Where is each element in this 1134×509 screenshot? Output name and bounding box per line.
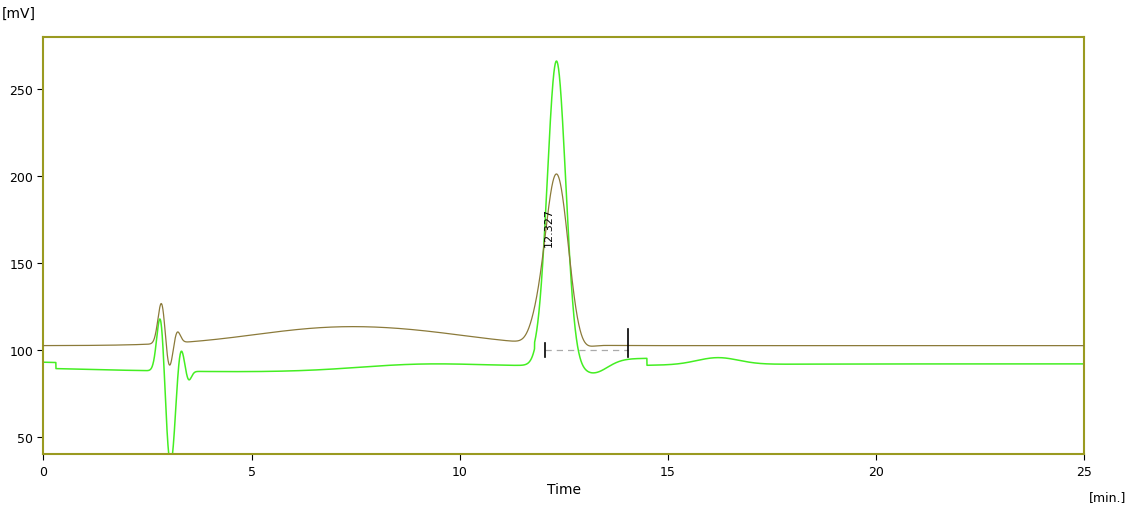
Text: [min.]: [min.] bbox=[1089, 490, 1126, 503]
Text: [mV]: [mV] bbox=[2, 7, 36, 21]
Text: 12.327: 12.327 bbox=[544, 207, 555, 246]
X-axis label: Time: Time bbox=[547, 482, 581, 496]
